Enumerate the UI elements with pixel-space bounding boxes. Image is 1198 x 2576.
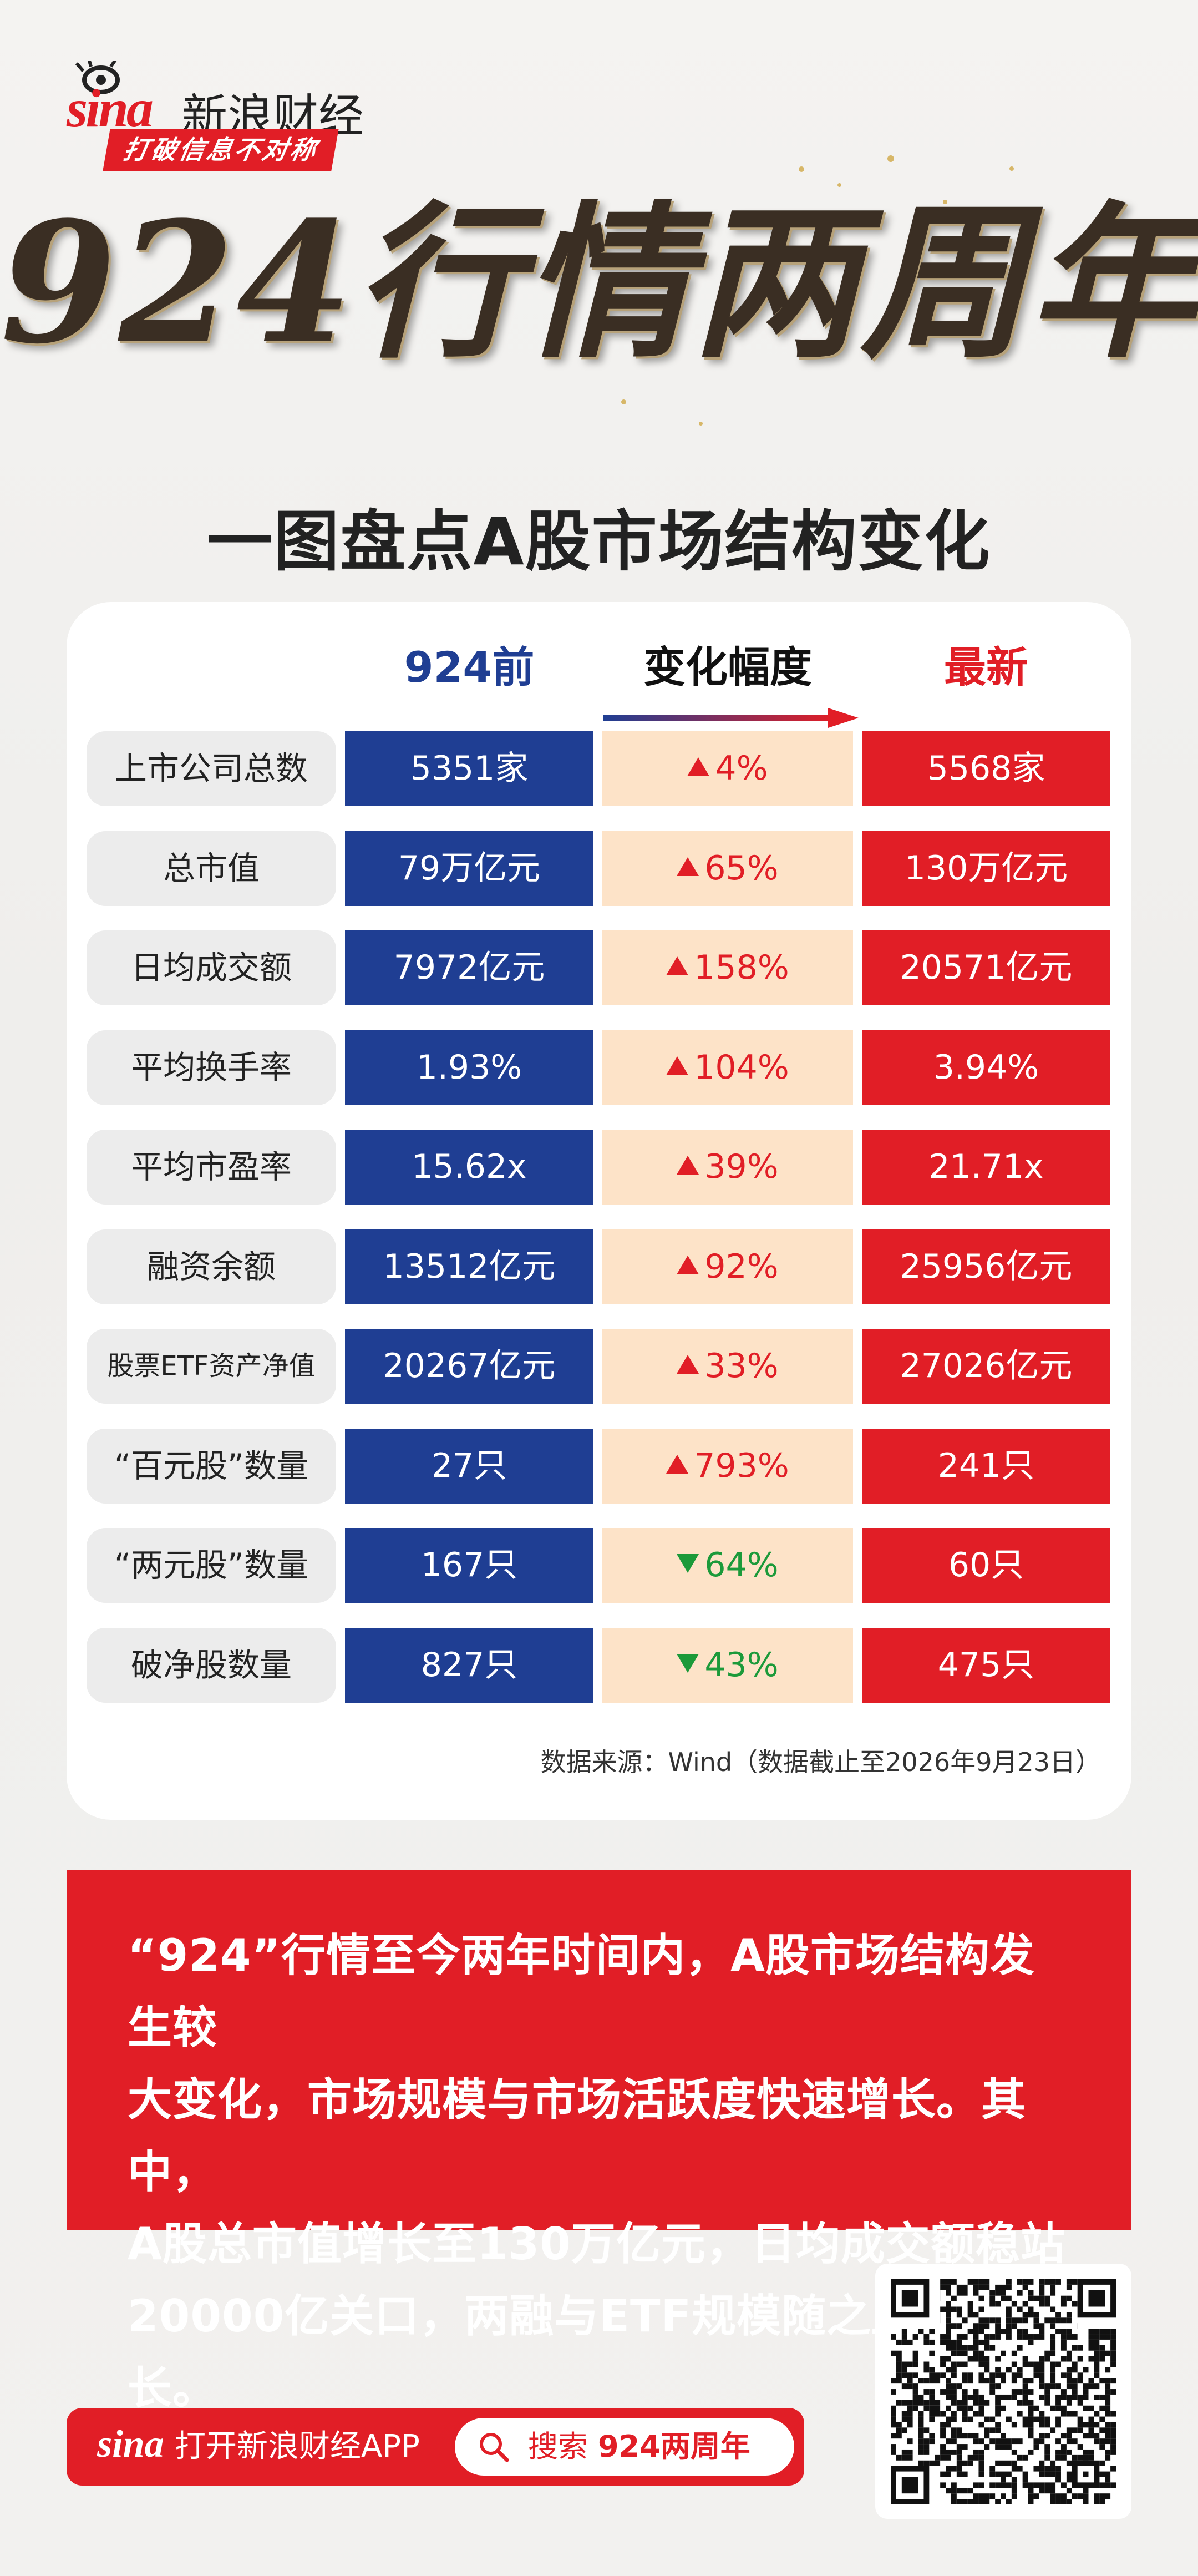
change-cell: 4%	[602, 731, 853, 806]
up-triangle-icon	[677, 1355, 699, 1374]
qr-code-frame	[875, 2264, 1131, 2519]
row-label: 上市公司总数	[87, 731, 336, 806]
slogan-badge: 打破信息不对称	[103, 129, 339, 171]
row-label: 破净股数量	[87, 1628, 336, 1703]
sina-small-logo: sina	[97, 2423, 164, 2466]
up-triangle-icon	[666, 956, 689, 976]
column-header-change: 变化幅度	[643, 642, 812, 692]
change-cell: 43%	[602, 1628, 853, 1703]
column-header-latest: 最新	[944, 642, 1028, 692]
search-label: 搜索 924两周年	[528, 2418, 750, 2476]
up-triangle-icon	[677, 1156, 699, 1175]
search-keyword: 924两周年	[598, 2429, 750, 2464]
page-subtitle: 一图盘点A股市场结构变化	[207, 503, 991, 580]
brand-logo: sina 新浪财经 打破信息不对称	[67, 61, 377, 172]
gradient-arrow-icon	[603, 708, 859, 728]
hero-title: 924行情两周年	[0, 185, 1198, 381]
up-triangle-icon	[677, 1256, 699, 1275]
latest-value-cell: 5568家	[862, 731, 1110, 806]
data-source-note: 数据来源：Wind（数据截止至2026年9月23日）	[540, 1747, 1101, 1777]
row-label: 平均换手率	[87, 1030, 336, 1105]
column-header-before: 924前	[404, 642, 535, 692]
down-triangle-icon	[677, 1554, 699, 1573]
change-value: 793%	[694, 1446, 789, 1485]
gold-sparkle	[837, 183, 841, 187]
before-value-cell: 13512亿元	[345, 1229, 593, 1304]
latest-value-cell: 21.71x	[862, 1130, 1110, 1205]
gold-sparkle	[943, 200, 947, 204]
search-icon	[480, 2433, 509, 2462]
up-triangle-icon	[666, 1056, 689, 1076]
gold-sparkle	[621, 399, 626, 404]
before-value-cell: 79万亿元	[345, 831, 593, 906]
change-cell: 793%	[602, 1429, 853, 1504]
sina-eye-icon	[75, 61, 120, 94]
summary-line: 20000亿关口，两融与ETF规模随之显著增长。	[128, 2290, 1007, 2414]
change-cell: 39%	[602, 1130, 853, 1205]
latest-value-cell: 241只	[862, 1429, 1110, 1504]
change-cell: 92%	[602, 1229, 853, 1304]
change-cell: 33%	[602, 1329, 853, 1404]
summary-box: “924”行情至今两年时间内，A股市场结构发生较 大变化，市场规模与市场活跃度快…	[67, 1870, 1131, 2414]
up-triangle-icon	[687, 757, 710, 777]
change-cell: 158%	[602, 930, 853, 1005]
search-label-text: 搜索	[528, 2429, 588, 2464]
row-label: 股票ETF资产净值	[87, 1329, 336, 1404]
latest-value-cell: 130万亿元	[862, 831, 1110, 906]
row-label: “百元股”数量	[87, 1429, 336, 1504]
before-value-cell: 5351家	[345, 731, 593, 806]
latest-value-cell: 25956亿元	[862, 1229, 1110, 1304]
before-value-cell: 167只	[345, 1528, 593, 1603]
change-value: 43%	[704, 1646, 779, 1684]
change-value: 104%	[694, 1048, 789, 1087]
row-label: “两元股”数量	[87, 1528, 336, 1603]
change-cell: 64%	[602, 1528, 853, 1603]
gold-sparkle	[1009, 166, 1014, 171]
change-value: 39%	[704, 1147, 779, 1186]
change-cell: 65%	[602, 831, 853, 906]
before-value-cell: 7972亿元	[345, 930, 593, 1005]
open-app-banner[interactable]: sina 打开新浪财经APP 搜索 924两周年	[67, 2408, 804, 2486]
summary-line: “924”行情至今两年时间内，A股市场结构发生较	[128, 1930, 1035, 2053]
summary-line: 大变化，市场规模与市场活跃度快速增长。其中，	[128, 2074, 1026, 2198]
summary-text: “924”行情至今两年时间内，A股市场结构发生较 大变化，市场规模与市场活跃度快…	[128, 1920, 1070, 2425]
row-label: 总市值	[87, 831, 336, 906]
change-value: 64%	[704, 1546, 779, 1585]
down-triangle-icon	[677, 1654, 699, 1673]
up-triangle-icon	[677, 857, 699, 877]
change-cell: 104%	[602, 1030, 853, 1105]
change-value: 92%	[704, 1247, 779, 1286]
row-label: 融资余额	[87, 1229, 336, 1304]
before-value-cell: 1.93%	[345, 1030, 593, 1105]
gold-sparkle	[799, 166, 804, 172]
qr-code-icon	[891, 2279, 1116, 2504]
row-label: 日均成交额	[87, 930, 336, 1005]
latest-value-cell: 60只	[862, 1528, 1110, 1603]
before-value-cell: 27只	[345, 1429, 593, 1504]
latest-value-cell: 27026亿元	[862, 1329, 1110, 1404]
latest-value-cell: 20571亿元	[862, 930, 1110, 1005]
row-label: 平均市盈率	[87, 1130, 336, 1205]
open-app-text: 打开新浪财经APP	[175, 2428, 420, 2464]
gold-sparkle	[699, 422, 703, 426]
summary-line: A股总市值增长至130万亿元，日均成交额稳站	[128, 2218, 1065, 2270]
change-value: 65%	[704, 849, 779, 888]
search-box[interactable]: 搜索 924两周年	[455, 2418, 794, 2476]
up-triangle-icon	[666, 1455, 689, 1474]
change-value: 33%	[704, 1347, 779, 1385]
latest-value-cell: 475只	[862, 1628, 1110, 1703]
gold-sparkle	[887, 155, 894, 162]
latest-value-cell: 3.94%	[862, 1030, 1110, 1105]
change-value: 4%	[715, 749, 768, 788]
before-value-cell: 827只	[345, 1628, 593, 1703]
before-value-cell: 15.62x	[345, 1130, 593, 1205]
before-value-cell: 20267亿元	[345, 1329, 593, 1404]
change-value: 158%	[694, 948, 789, 987]
